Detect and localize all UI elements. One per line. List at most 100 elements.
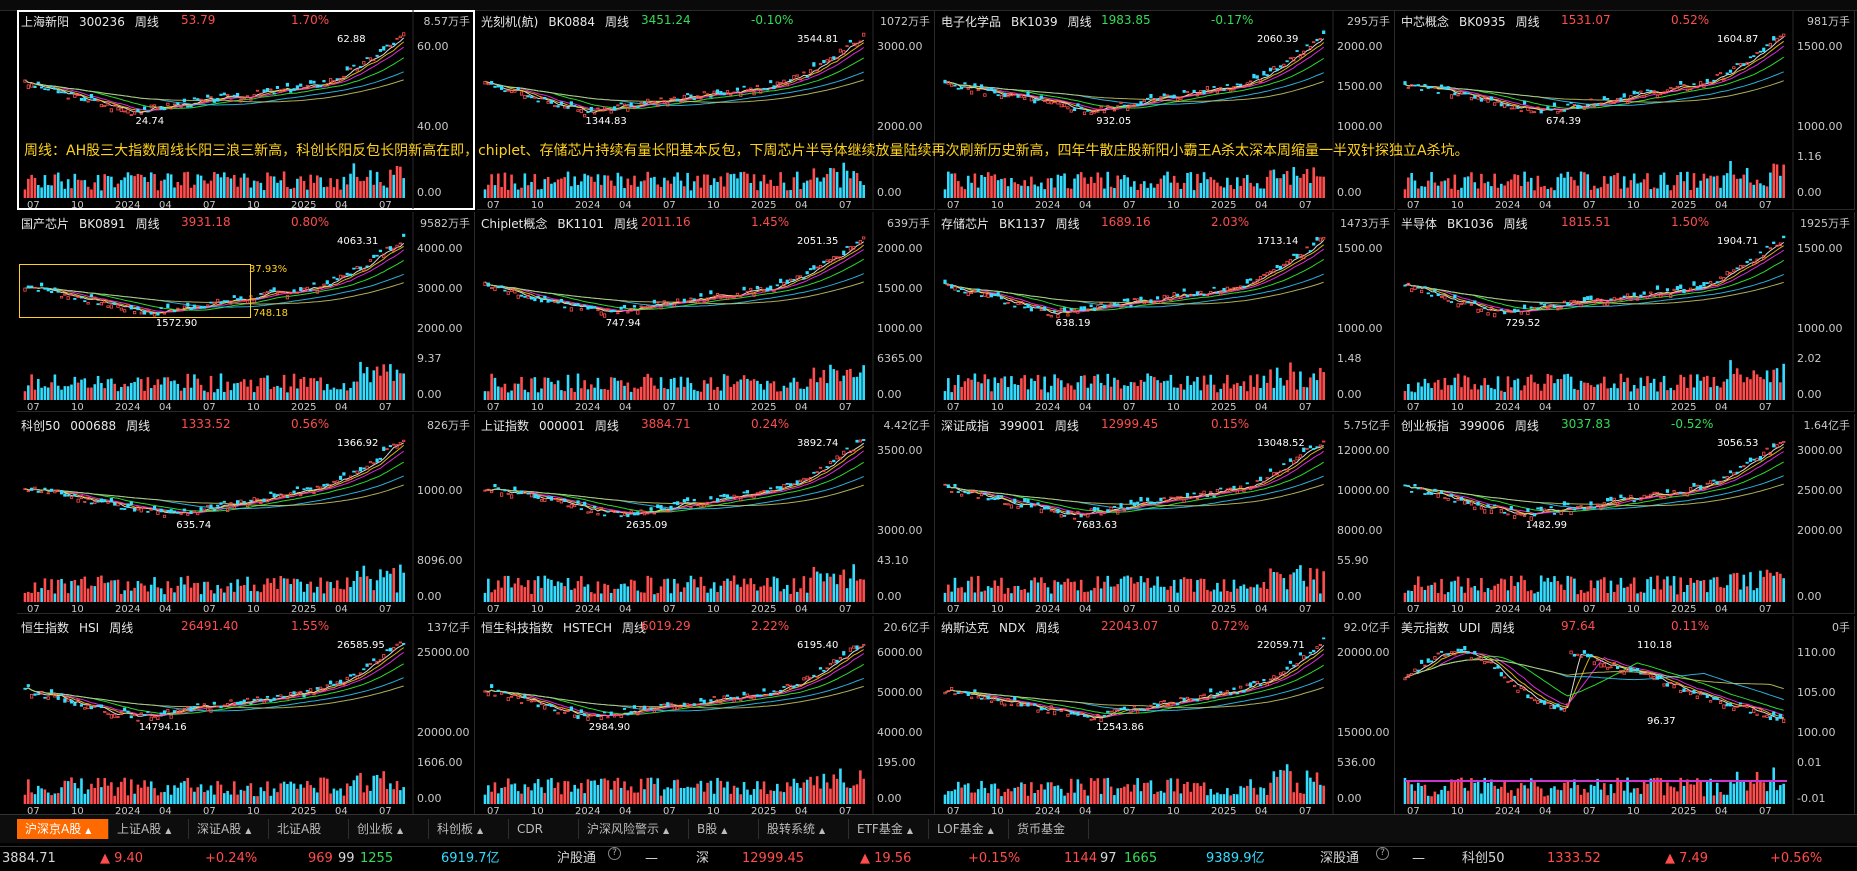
kline-chart[interactable] — [477, 212, 935, 412]
volume-bar — [496, 580, 500, 602]
volume-bar — [56, 793, 60, 804]
candlestick — [352, 267, 356, 270]
volume-bar — [1255, 584, 1259, 602]
candlestick — [1519, 685, 1523, 689]
chart-panel-399001[interactable]: 深证成指 399001 周线 12999.45 0.15% 5.75亿手 12000.00 1… — [937, 414, 1395, 614]
kline-chart[interactable] — [937, 212, 1395, 412]
chart-panel-bk0891[interactable]: 国产芯片 BK0891 周线 3931.18 0.80% 9582万手 4000.00 300… — [17, 212, 475, 412]
candlestick — [583, 713, 587, 717]
volume-bar — [805, 180, 809, 198]
candlestick — [762, 688, 766, 692]
volume-bar — [1775, 790, 1779, 804]
candlestick — [202, 99, 206, 102]
chart-panel-bk1101[interactable]: Chiplet概念 BK1101 周线 2011.16 1.45% 639万手 2000.0… — [477, 212, 935, 412]
volume-bar — [852, 564, 856, 602]
kline-chart[interactable] — [17, 212, 475, 412]
kline-chart[interactable] — [17, 616, 475, 816]
chart-panel-bk1137[interactable]: 存储芯片 BK1137 周线 1689.16 2.03% 1473万手 1500.00 100… — [937, 212, 1395, 412]
candlestick — [1109, 506, 1113, 511]
kline-chart[interactable] — [937, 10, 1395, 210]
tab-6[interactable]: CDR — [509, 819, 579, 839]
tab-1[interactable]: 上证A股 ▲ — [109, 819, 189, 839]
candlestick — [709, 699, 713, 702]
kline-chart[interactable] — [1397, 414, 1855, 614]
sgt-label[interactable]: 深股通 — [1320, 851, 1360, 866]
candlestick — [513, 289, 517, 294]
tab-8[interactable]: B股 ▲ — [689, 819, 759, 839]
candlestick — [1622, 295, 1626, 298]
chevron-up-icon: ▲ — [85, 826, 92, 835]
x-axis-label: 04 — [1079, 402, 1092, 412]
candlestick — [209, 504, 213, 509]
candlestick — [539, 499, 544, 502]
chart-panel-bk1036[interactable]: 半导体 BK1036 周线 1815.51 1.50% 1925万手 1500.00 1000… — [1397, 212, 1855, 412]
candlestick — [483, 81, 487, 85]
candlestick — [1516, 107, 1520, 109]
candlestick — [1026, 303, 1030, 308]
volume-bar — [980, 591, 983, 602]
chart-panel-ndx[interactable]: 纳斯达克 NDX 周线 22043.07 0.72% 92.0亿手 20000.00 1500… — [937, 616, 1395, 816]
candlestick — [1738, 63, 1743, 66]
hgt-label[interactable]: 沪股通 — [557, 851, 597, 866]
volume-bar — [1162, 586, 1166, 602]
candlestick — [802, 477, 806, 481]
tab-12[interactable]: 货币基金 — [1009, 819, 1089, 839]
kline-chart[interactable] — [17, 414, 475, 614]
tab-7[interactable]: 沪深风险警示 ▲ — [579, 819, 689, 839]
kline-chart[interactable] — [17, 10, 475, 210]
chart-panel-bk0935[interactable]: 中芯概念 BK0935 周线 1531.07 0.52% 981万手 1500.00 1000… — [1397, 10, 1855, 210]
tab-11[interactable]: LOF基金 ▲ — [929, 819, 1009, 839]
chart-panel-000001[interactable]: 上证指数 000001 周线 3884.71 0.24% 4.42亿手 3500.00 300… — [477, 414, 935, 614]
candlestick — [1429, 660, 1434, 663]
candlestick — [1762, 255, 1766, 260]
candlestick — [1413, 286, 1417, 290]
tab-4[interactable]: 创业板 ▲ — [349, 819, 429, 839]
candlestick — [1282, 463, 1286, 466]
tab-0[interactable]: 沪深京A股 ▲ — [17, 819, 109, 839]
measure-box[interactable] — [19, 264, 251, 318]
candlestick — [973, 689, 977, 693]
candlestick — [392, 42, 396, 46]
low-price-marker: 1482.99 — [1525, 520, 1568, 531]
volume-bar — [689, 190, 693, 198]
volume-bar — [629, 391, 633, 400]
kline-chart[interactable] — [1397, 616, 1855, 816]
candlestick — [848, 450, 852, 453]
volume-bar — [1222, 794, 1226, 804]
volume-bar — [546, 578, 550, 602]
chart-panel-300236[interactable]: 上海新阳 300236 周线 53.79 1.70% 8.57万手 60.00 40.00 0.… — [17, 10, 475, 210]
volume-bar — [1282, 385, 1286, 400]
chart-panel-bk0884[interactable]: 光刻机(航) BK0884 周线 3451.24 -0.10% 1072万手 3000.00… — [477, 10, 935, 210]
candlestick — [1426, 658, 1430, 663]
kline-chart[interactable] — [937, 414, 1395, 614]
kline-chart[interactable] — [477, 616, 935, 816]
chart-panel-hsi[interactable]: 恒生指数 HSI 周线 26491.40 1.55% 137亿手 25000.00 20000… — [17, 616, 475, 816]
chart-panel-hstech[interactable]: 恒生科技指数 HSTECH 周线 6019.29 2.22% 20.6亿手 6000.00 5… — [477, 616, 935, 816]
kline-chart[interactable] — [1397, 212, 1855, 412]
chart-panel-udi[interactable]: 美元指数 UDI 周线 97.64 0.11% 0手 110.00 105.00 100.00 0… — [1397, 616, 1855, 816]
candlestick — [26, 684, 30, 687]
candlestick — [1185, 91, 1190, 93]
tab-3[interactable]: 北证A股 — [269, 819, 349, 839]
kline-chart[interactable] — [1397, 10, 1855, 210]
volume-bar — [365, 576, 369, 602]
volume-bar — [325, 186, 329, 198]
candlestick — [649, 507, 653, 511]
candlestick — [79, 296, 84, 299]
kline-chart[interactable] — [937, 616, 1395, 816]
chart-panel-399006[interactable]: 创业板指 399006 周线 3037.83 -0.52% 1.64亿手 3000.00 25… — [1397, 414, 1855, 614]
kline-chart[interactable] — [477, 414, 935, 614]
volume-bar — [580, 576, 583, 602]
kline-chart[interactable] — [477, 10, 935, 210]
tab-2[interactable]: 深证A股 ▲ — [189, 819, 269, 839]
tab-9[interactable]: 股转系统 ▲ — [759, 819, 849, 839]
volume-bar — [349, 387, 352, 400]
tab-5[interactable]: 科创板 ▲ — [429, 819, 509, 839]
chart-panel-000688[interactable]: 科创50 000688 周线 1333.52 0.56% 826万手 1000.00 8096… — [17, 414, 475, 614]
volume-bar — [862, 579, 865, 602]
tab-10[interactable]: ETF基金 ▲ — [849, 819, 929, 839]
candlestick — [1122, 508, 1126, 512]
candlestick — [1615, 666, 1620, 670]
chart-panel-bk1039[interactable]: 电子化学品 BK1039 周线 1983.85 -0.17% 295万手 2000.00 15… — [937, 10, 1395, 210]
candlestick — [1526, 107, 1530, 111]
